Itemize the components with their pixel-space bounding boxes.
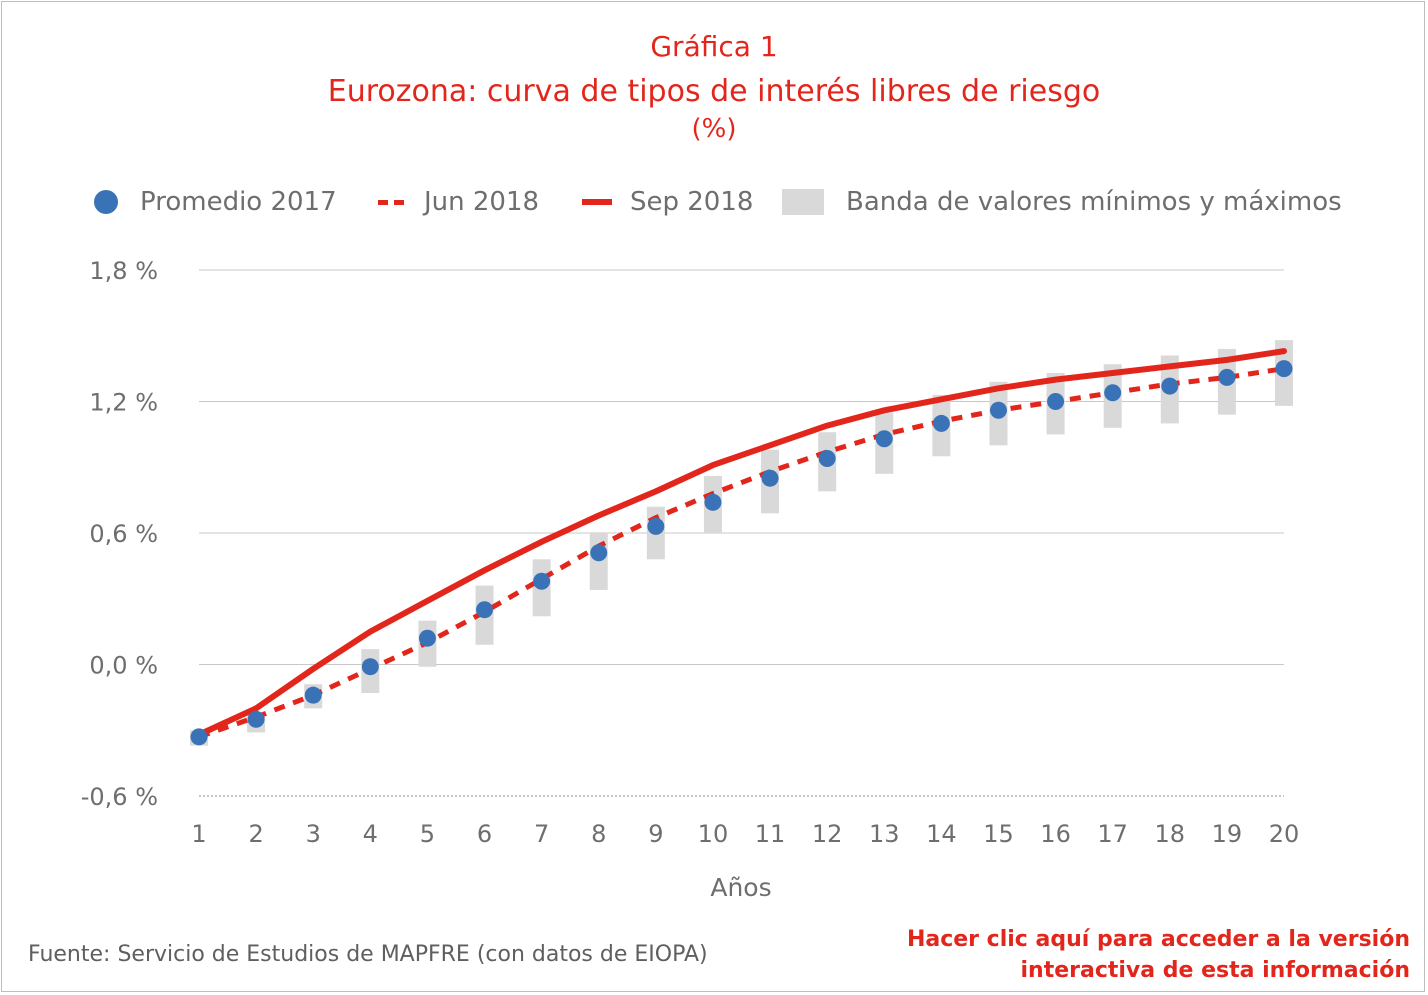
legend-dot-icon bbox=[94, 190, 118, 214]
x-tick-label: 2 bbox=[248, 820, 263, 848]
band-bar bbox=[589, 533, 608, 590]
x-axis-label: Años bbox=[710, 873, 771, 902]
x-tick-label: 19 bbox=[1212, 820, 1243, 848]
data-point-promedio-2017 bbox=[875, 430, 893, 448]
chart-title-number: Gráfica 1 bbox=[650, 30, 778, 63]
data-point-promedio-2017 bbox=[932, 414, 950, 432]
x-tick-label: 16 bbox=[1040, 820, 1071, 848]
x-tick-label: 13 bbox=[869, 820, 900, 848]
data-point-promedio-2017 bbox=[1161, 377, 1179, 395]
legend-item-promedio: Promedio 2017 bbox=[94, 180, 337, 224]
legend-solid-line-icon bbox=[582, 199, 612, 205]
data-point-promedio-2017 bbox=[533, 572, 551, 590]
x-tick-label: 6 bbox=[477, 820, 492, 848]
y-tick-label: 0,6 % bbox=[89, 520, 158, 548]
data-point-promedio-2017 bbox=[761, 469, 779, 487]
legend-label-jun: Jun 2018 bbox=[424, 187, 540, 217]
chart-subtitle-unit: (%) bbox=[691, 114, 737, 144]
x-tick-label: 4 bbox=[363, 820, 378, 848]
data-point-promedio-2017 bbox=[418, 629, 436, 647]
data-point-promedio-2017 bbox=[476, 601, 494, 619]
x-tick-label: 3 bbox=[306, 820, 321, 848]
y-tick-label: 1,8 % bbox=[89, 257, 158, 285]
x-tick-label: 20 bbox=[1269, 820, 1300, 848]
legend-band-icon bbox=[782, 189, 824, 215]
chart-title: Eurozona: curva de tipos de interés libr… bbox=[327, 74, 1101, 109]
x-tick-label: 1 bbox=[191, 820, 206, 848]
data-point-promedio-2017 bbox=[704, 493, 722, 511]
legend-label-banda: Banda de valores mínimos y máximos bbox=[846, 187, 1342, 217]
data-point-promedio-2017 bbox=[989, 401, 1007, 419]
legend-item-sep: Sep 2018 bbox=[582, 180, 753, 224]
data-point-promedio-2017 bbox=[1218, 368, 1236, 386]
x-tick-label: 14 bbox=[926, 820, 957, 848]
link-text-line2[interactable]: interactiva de esta información bbox=[1020, 958, 1410, 983]
data-point-promedio-2017 bbox=[590, 544, 608, 562]
data-point-promedio-2017 bbox=[1275, 360, 1293, 378]
y-tick-label: 0,0 % bbox=[89, 652, 158, 680]
y-tick-label: -0,6 % bbox=[81, 783, 158, 811]
link-text-line1[interactable]: Hacer clic aquí para acceder a la versió… bbox=[906, 927, 1410, 952]
x-tick-label: 7 bbox=[534, 820, 549, 848]
x-tick-label: 11 bbox=[755, 820, 786, 848]
series-line-sep-2018 bbox=[196, 348, 1287, 738]
data-point-promedio-2017 bbox=[1104, 384, 1122, 402]
data-point-promedio-2017 bbox=[190, 728, 208, 746]
data-point-promedio-2017 bbox=[818, 449, 836, 467]
legend-dashed-line-icon bbox=[378, 199, 404, 205]
x-tick-label: 12 bbox=[812, 820, 843, 848]
legend-item-jun: Jun 2018 bbox=[378, 180, 539, 224]
data-point-promedio-2017 bbox=[647, 517, 665, 535]
x-tick-label: 5 bbox=[420, 820, 435, 848]
source-note: Fuente: Servicio de Estudios de MAPFRE (… bbox=[28, 942, 708, 967]
legend-item-banda: Banda de valores mínimos y máximos bbox=[782, 180, 1342, 224]
data-point-promedio-2017 bbox=[247, 710, 265, 728]
x-tick-label: 8 bbox=[591, 820, 606, 848]
x-tick-label: 10 bbox=[698, 820, 729, 848]
x-tick-label: 17 bbox=[1097, 820, 1128, 848]
interactive-version-link[interactable]: Hacer clic aquí para acceder a la versió… bbox=[907, 924, 1410, 986]
x-tick-label: 9 bbox=[648, 820, 663, 848]
x-tick-label: 18 bbox=[1155, 820, 1186, 848]
legend-label-sep: Sep 2018 bbox=[630, 187, 754, 217]
data-point-promedio-2017 bbox=[1047, 393, 1065, 410]
y-tick-label: 1,2 % bbox=[89, 389, 158, 417]
data-point-promedio-2017 bbox=[304, 686, 322, 704]
data-point-promedio-2017 bbox=[361, 658, 379, 676]
legend-label-promedio: Promedio 2017 bbox=[140, 187, 337, 217]
series-line-jun-2018 bbox=[198, 366, 1285, 740]
x-tick-label: 15 bbox=[983, 820, 1014, 848]
